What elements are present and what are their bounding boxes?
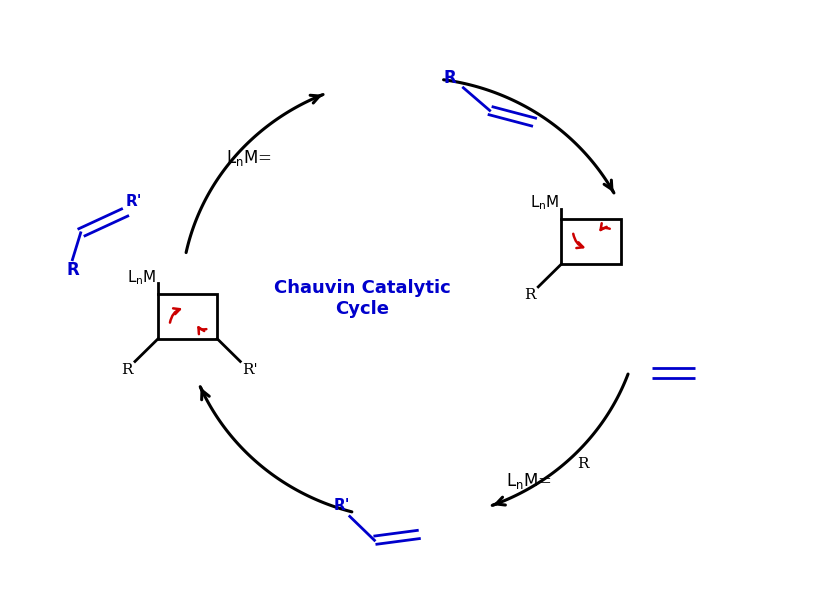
Text: R: R xyxy=(524,288,536,302)
Bar xyxy=(158,294,217,339)
Text: $\mathrm{L_nM}$: $\mathrm{L_nM}$ xyxy=(127,268,156,287)
Text: R: R xyxy=(577,457,588,471)
Text: Chauvin Catalytic
Cycle: Chauvin Catalytic Cycle xyxy=(274,279,450,318)
Text: R': R' xyxy=(126,194,142,210)
Text: R: R xyxy=(121,363,133,377)
Text: $\mathrm{L_nM}$=: $\mathrm{L_nM}$= xyxy=(226,148,272,168)
Text: $\mathrm{L_nM}$=: $\mathrm{L_nM}$= xyxy=(506,470,552,491)
Text: R': R' xyxy=(243,363,258,377)
Text: $\mathrm{L_nM}$: $\mathrm{L_nM}$ xyxy=(530,193,560,213)
Text: R': R' xyxy=(333,498,350,513)
Bar xyxy=(561,220,621,264)
Text: R: R xyxy=(66,261,79,279)
Text: R: R xyxy=(444,69,457,87)
